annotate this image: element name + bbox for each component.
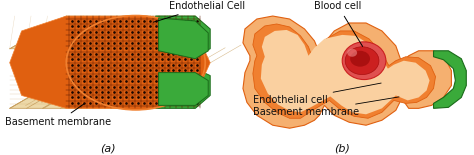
Text: (b): (b): [334, 143, 350, 153]
Ellipse shape: [66, 16, 205, 110]
Polygon shape: [9, 16, 210, 108]
Ellipse shape: [345, 47, 379, 75]
Polygon shape: [9, 16, 195, 49]
Text: Blood cell: Blood cell: [314, 1, 363, 46]
Ellipse shape: [350, 51, 370, 67]
Polygon shape: [243, 16, 451, 128]
Text: Basement membrane: Basement membrane: [253, 97, 399, 117]
Ellipse shape: [347, 49, 357, 57]
Text: Basement membrane: Basement membrane: [5, 104, 111, 127]
Text: (a): (a): [100, 143, 116, 153]
Ellipse shape: [342, 42, 386, 80]
Polygon shape: [159, 18, 208, 59]
Text: Endothelial Cell: Endothelial Cell: [153, 1, 245, 22]
Polygon shape: [434, 51, 466, 108]
Polygon shape: [253, 24, 436, 118]
Polygon shape: [261, 30, 429, 114]
Polygon shape: [155, 16, 210, 56]
Polygon shape: [9, 76, 195, 108]
Text: Endothelial cell: Endothelial cell: [253, 83, 381, 105]
Polygon shape: [159, 73, 208, 105]
Polygon shape: [155, 69, 210, 108]
